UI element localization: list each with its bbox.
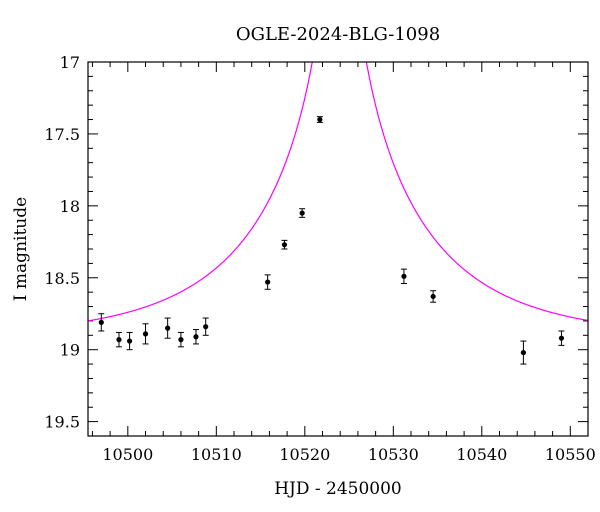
y-axis-label: I magnitude bbox=[11, 197, 31, 301]
axis-ticks: 10500 10510 10520 10530 10540 10550 17 17.5 18 18… bbox=[44, 53, 595, 464]
data-point bbox=[558, 335, 565, 341]
data-point bbox=[299, 210, 305, 216]
data-point bbox=[98, 319, 104, 325]
model-curve-group bbox=[88, 62, 588, 322]
chart-title: OGLE-2024-BLG-1098 bbox=[236, 24, 440, 45]
data-point bbox=[142, 331, 149, 337]
x-tick-label: 10500 bbox=[102, 445, 153, 464]
y-tick-label: 17 bbox=[60, 53, 80, 72]
data-point bbox=[203, 324, 209, 330]
data-point bbox=[401, 273, 407, 279]
x-axis-label: HJD - 2450000 bbox=[274, 479, 402, 499]
x-tick-label: 10550 bbox=[545, 445, 596, 464]
model-curve bbox=[88, 62, 588, 322]
data-point bbox=[281, 242, 288, 248]
data-point bbox=[317, 116, 323, 123]
data-point bbox=[430, 293, 436, 300]
data-point bbox=[520, 349, 526, 356]
x-tick-label: 10520 bbox=[279, 445, 330, 464]
data-points-group bbox=[98, 116, 565, 365]
y-tick-label: 19.5 bbox=[44, 413, 80, 432]
data-point bbox=[265, 279, 271, 285]
x-tick-label: 10530 bbox=[368, 445, 419, 464]
data-point bbox=[193, 334, 199, 340]
data-point bbox=[126, 338, 133, 344]
plot-frame bbox=[87, 61, 589, 437]
data-point bbox=[165, 325, 171, 331]
y-tick-label: 17.5 bbox=[44, 125, 80, 144]
x-tick-label: 10510 bbox=[191, 445, 242, 464]
data-point bbox=[116, 337, 122, 343]
y-tick-label: 19 bbox=[60, 341, 80, 360]
x-tick-label: 10540 bbox=[456, 445, 507, 464]
y-tick-label: 18.5 bbox=[44, 269, 80, 288]
y-tick-label: 18 bbox=[60, 197, 80, 216]
data-point bbox=[178, 337, 184, 343]
